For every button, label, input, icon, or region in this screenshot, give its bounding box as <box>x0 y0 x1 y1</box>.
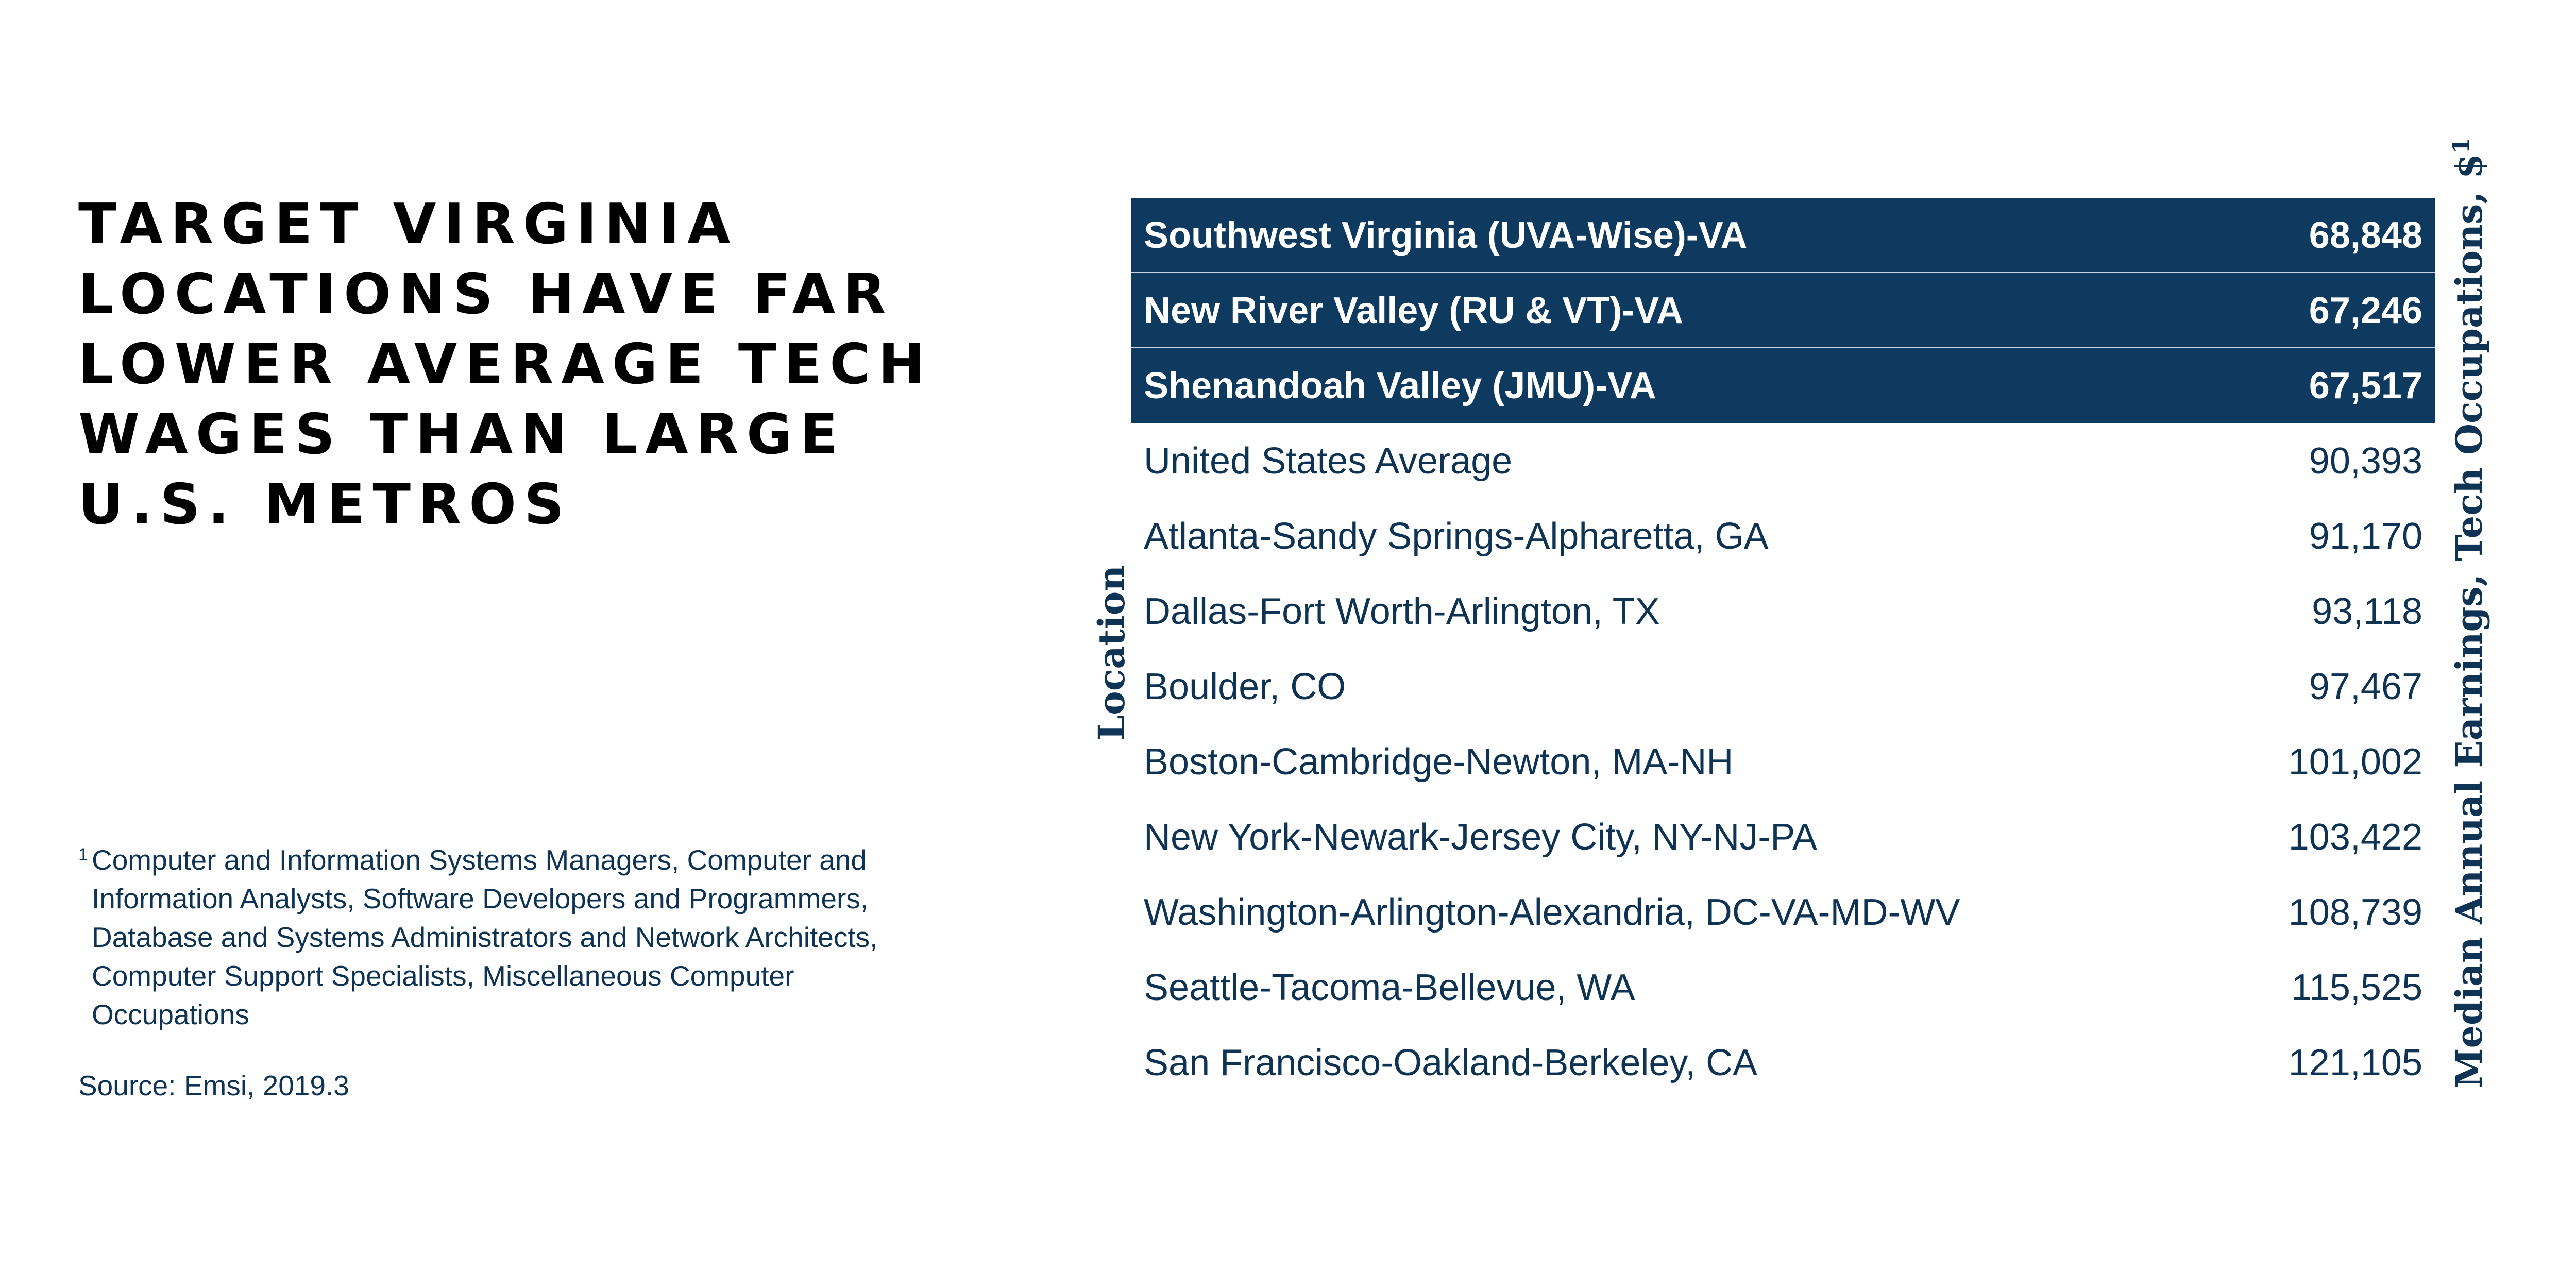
table-row: New York-Newark-Jersey City, NY-NJ-PA 103… <box>1131 800 2435 875</box>
table-row: Atlanta-Sandy Springs-Alpharetta, GA 91,1… <box>1131 499 2435 574</box>
earnings-value-cell: 103,422 <box>2288 817 2422 858</box>
table-row: Boston-Cambridge-Newton, MA-NH 101,002 <box>1131 724 2435 800</box>
earnings-table: Southwest Virginia (UVA-Wise)-VA 68,848 Ne… <box>1131 198 2435 1100</box>
earnings-value-cell: 101,002 <box>2288 741 2422 783</box>
table-row: Dallas-Fort Worth-Arlington, TX 93,118 <box>1131 574 2435 649</box>
footnote-mark: 1 <box>78 845 88 865</box>
axis-label-earnings: Median Annual Earnings, Tech Occupations… <box>2446 138 2493 1088</box>
table-row: Seattle-Tacoma-Bellevue, WA 115,525 <box>1131 950 2435 1025</box>
table-row: Southwest Virginia (UVA-Wise)-VA 68,848 <box>1131 198 2435 273</box>
earnings-value-cell: 121,105 <box>2288 1042 2422 1083</box>
location-cell: Dallas-Fort Worth-Arlington, TX <box>1144 591 1660 632</box>
table-row: San Francisco-Oakland-Berkeley, CA 121,10… <box>1131 1025 2435 1100</box>
earnings-value-cell: 93,118 <box>2312 591 2422 632</box>
table-row: Boulder, CO 97,467 <box>1131 649 2435 724</box>
location-cell: New York-Newark-Jersey City, NY-NJ-PA <box>1144 817 1817 858</box>
earnings-value-cell: 115,525 <box>2291 967 2422 1008</box>
location-cell: San Francisco-Oakland-Berkeley, CA <box>1144 1042 1758 1083</box>
footnote-text: Computer and Information Systems Manager… <box>92 844 878 1030</box>
location-cell: Boulder, CO <box>1144 666 1346 707</box>
earnings-value-cell: 91,170 <box>2309 516 2422 557</box>
earnings-value-cell: 90,393 <box>2309 440 2422 482</box>
location-cell: Boston-Cambridge-Newton, MA-NH <box>1144 741 1734 783</box>
location-cell: Seattle-Tacoma-Bellevue, WA <box>1144 967 1635 1008</box>
location-cell: New River Valley (RU & VT)-VA <box>1144 290 1683 331</box>
location-cell: Shenandoah Valley (JMU)-VA <box>1144 365 1656 406</box>
earnings-value-cell: 67,246 <box>2309 290 2422 331</box>
earnings-value-cell: 97,467 <box>2309 666 2422 707</box>
axis-label-earnings-text: Median Annual Earnings, Tech Occupations… <box>2448 154 2490 1088</box>
source-note: Source: Emsi, 2019.3 <box>78 1070 349 1101</box>
earnings-value-cell: 108,739 <box>2288 892 2422 933</box>
location-cell: Southwest Virginia (UVA-Wise)-VA <box>1144 215 1748 256</box>
table-row: Shenandoah Valley (JMU)-VA 67,517 <box>1131 348 2435 423</box>
axis-label-location: Location <box>1090 565 1133 741</box>
footnote: 1 Computer and Information Systems Manag… <box>78 841 903 1034</box>
earnings-value-cell: 67,517 <box>2309 365 2422 406</box>
location-cell: Washington-Arlington-Alexandria, DC-VA-M… <box>1144 892 1960 933</box>
location-cell: Atlanta-Sandy Springs-Alpharetta, GA <box>1144 516 1769 557</box>
page-title: TARGET VIRGINIA LOCATIONS HAVE FAR LOWER… <box>78 192 933 537</box>
earnings-value-cell: 68,848 <box>2309 215 2422 256</box>
axis-label-earnings-superscript: 1 <box>2448 138 2475 154</box>
table-row: Washington-Arlington-Alexandria, DC-VA-M… <box>1131 875 2435 950</box>
table-row: United States Average 90,393 <box>1131 423 2435 499</box>
table-row: New River Valley (RU & VT)-VA 67,246 <box>1131 273 2435 348</box>
location-cell: United States Average <box>1144 440 1513 482</box>
